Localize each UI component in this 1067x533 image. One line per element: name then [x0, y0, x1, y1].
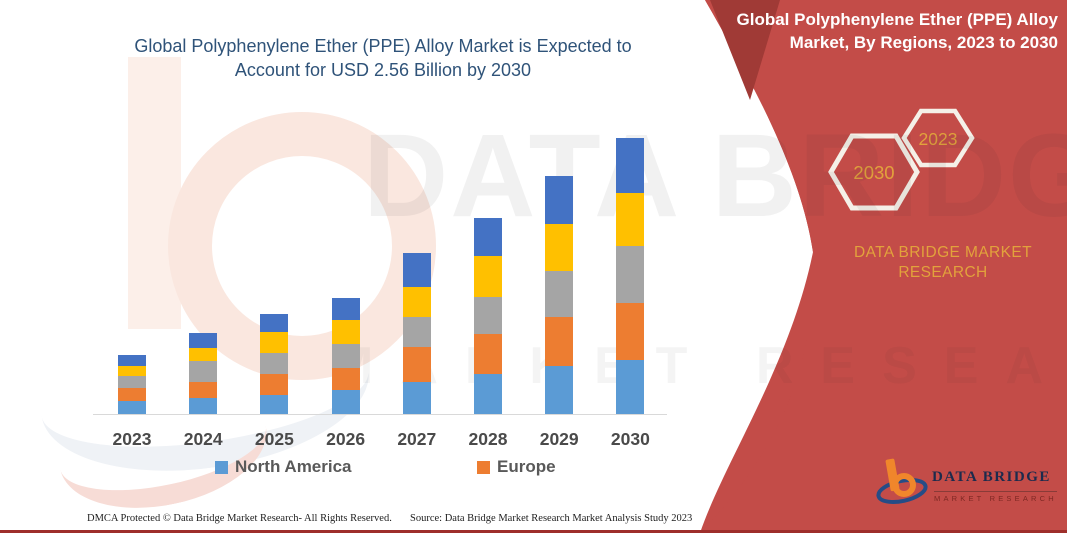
x-axis-label-2028: 2028: [468, 429, 508, 449]
x-axis-label-2023: 2023: [112, 429, 152, 449]
chart-title: Global Polyphenylene Ether (PPE) Alloy M…: [95, 34, 671, 82]
x-axis-label-2029: 2029: [539, 429, 579, 449]
logo-title: DATA BRIDGE: [932, 469, 1051, 485]
x-axis-line: [93, 414, 667, 415]
corner-fold-triangle: [710, 0, 780, 100]
bar-segment-unlabeled-gray-region: [189, 361, 218, 382]
bar-segment-europe: [118, 388, 146, 402]
bar-segment-unlabeled-yellow-region: [189, 348, 218, 362]
bar-segment-unlabeled-dark-blue-region: [331, 297, 360, 321]
bar-segment-unlabeled-gray-region: [402, 317, 431, 348]
bar-segment-unlabeled-gray-region: [118, 376, 146, 389]
chart-title-line1: Global Polyphenylene Ether (PPE) Alloy M…: [134, 36, 632, 56]
x-axis-label-2027: 2027: [397, 429, 437, 449]
brand-text: DATA BRIDGE MARKET RESEARCH: [828, 243, 1058, 283]
bar-segment-unlabeled-yellow-region: [545, 224, 574, 271]
x-axis-label-2026: 2026: [326, 429, 366, 449]
bar-segment-north-america: [189, 397, 218, 414]
legend-label-europe: Europe: [497, 457, 556, 476]
bar-segment-unlabeled-yellow-region: [616, 193, 645, 246]
bar-segment-north-america: [545, 365, 574, 414]
data-bridge-logo: DATA BRIDGE MARKET RESEARCH: [876, 455, 1061, 515]
stacked-bar-2026: [331, 297, 360, 414]
logo-swoosh: [876, 478, 928, 504]
bar-segment-unlabeled-dark-blue-region: [118, 354, 146, 366]
bar-segment-unlabeled-dark-blue-region: [402, 253, 431, 287]
x-axis-label-2025: 2025: [254, 429, 294, 449]
hexagon-2023-label: 2023: [919, 129, 958, 149]
brand-text-line2: RESEARCH: [898, 264, 988, 281]
bar-segment-europe: [616, 303, 645, 361]
bar-segment-unlabeled-gray-region: [616, 245, 645, 304]
legend-swatch-europe: [477, 460, 490, 474]
bar-segment-north-america: [474, 374, 502, 414]
stacked-bar-2029: [545, 175, 574, 414]
bar-segment-unlabeled-yellow-region: [402, 286, 431, 318]
brand-text-line1: DATA BRIDGE MARKET: [853, 244, 1032, 261]
side-panel-title-line2: Market, By Regions, 2023 to 2030: [789, 33, 1058, 52]
x-axis-label-2024: 2024: [183, 429, 223, 449]
bar-segment-unlabeled-dark-blue-region: [260, 313, 289, 333]
bar-segment-unlabeled-yellow-region: [474, 255, 502, 297]
bar-segment-unlabeled-yellow-region: [331, 320, 360, 345]
dmca-notice: DMCA Protected © Data Bridge Market Rese…: [87, 513, 392, 524]
legend-swatch-north-america: [215, 460, 228, 474]
hexagon-2030-label: 2030: [853, 162, 894, 183]
bar-segment-north-america: [118, 401, 146, 414]
bar-segment-europe: [402, 347, 431, 382]
bar-segment-north-america: [616, 360, 645, 414]
bar-segment-unlabeled-dark-blue-region: [189, 333, 218, 349]
watermark-row2-text: MARKET RESEARCH: [330, 337, 1067, 395]
bar-segment-europe: [545, 317, 574, 366]
x-axis-label-2030: 2030: [610, 429, 650, 449]
stacked-bar-2024: [189, 333, 218, 414]
bar-segment-unlabeled-dark-blue-region: [545, 175, 574, 225]
bar-segment-unlabeled-gray-region: [474, 296, 502, 335]
side-panel-title-line1: Global Polyphenylene Ether (PPE) Alloy: [736, 10, 1059, 29]
bar-segment-europe: [331, 367, 360, 391]
bar-segment-unlabeled-gray-region: [545, 270, 574, 317]
stacked-bar-2025: [260, 313, 289, 414]
stacked-bar-2027: [402, 253, 431, 414]
data-bridge-logo-icon: [876, 458, 928, 504]
bar-segment-europe: [189, 381, 218, 398]
source-note: Source: Data Bridge Market Research Mark…: [410, 513, 693, 524]
watermark-logo-bar: [128, 57, 181, 329]
bar-segment-europe: [260, 374, 289, 395]
side-panel-title: Global Polyphenylene Ether (PPE) Alloy M…: [726, 8, 1059, 54]
logo-subtitle: MARKET RESEARCH: [934, 491, 1057, 503]
legend-item-europe: Europe: [477, 457, 556, 477]
bar-segment-unlabeled-gray-region: [260, 352, 289, 375]
bar-segment-unlabeled-dark-blue-region: [474, 217, 502, 256]
bar-segment-unlabeled-dark-blue-region: [616, 138, 645, 194]
bar-segment-unlabeled-gray-region: [331, 344, 360, 368]
bar-segment-unlabeled-yellow-region: [118, 365, 146, 377]
legend-label-north-america: North America: [235, 457, 352, 476]
bar-segment-north-america: [402, 381, 431, 414]
side-panel-background-edge: [700, 0, 1067, 533]
hexagon-2030: [828, 133, 920, 211]
legend-item-north-america: North America: [215, 457, 352, 477]
bar-segment-north-america: [331, 390, 360, 414]
chart-title-line2: Account for USD 2.56 Billion by 2030: [234, 60, 532, 80]
hexagon-2023: [901, 108, 975, 168]
stacked-bar-2023: [118, 354, 146, 414]
logo-bowl: [892, 473, 916, 497]
bar-segment-europe: [474, 334, 502, 375]
bar-segment-unlabeled-yellow-region: [260, 332, 289, 353]
stacked-bar-2028: [474, 217, 502, 414]
bar-segment-north-america: [260, 394, 289, 414]
stacked-bar-2030: [616, 138, 645, 414]
bottom-divider: [0, 530, 1067, 533]
